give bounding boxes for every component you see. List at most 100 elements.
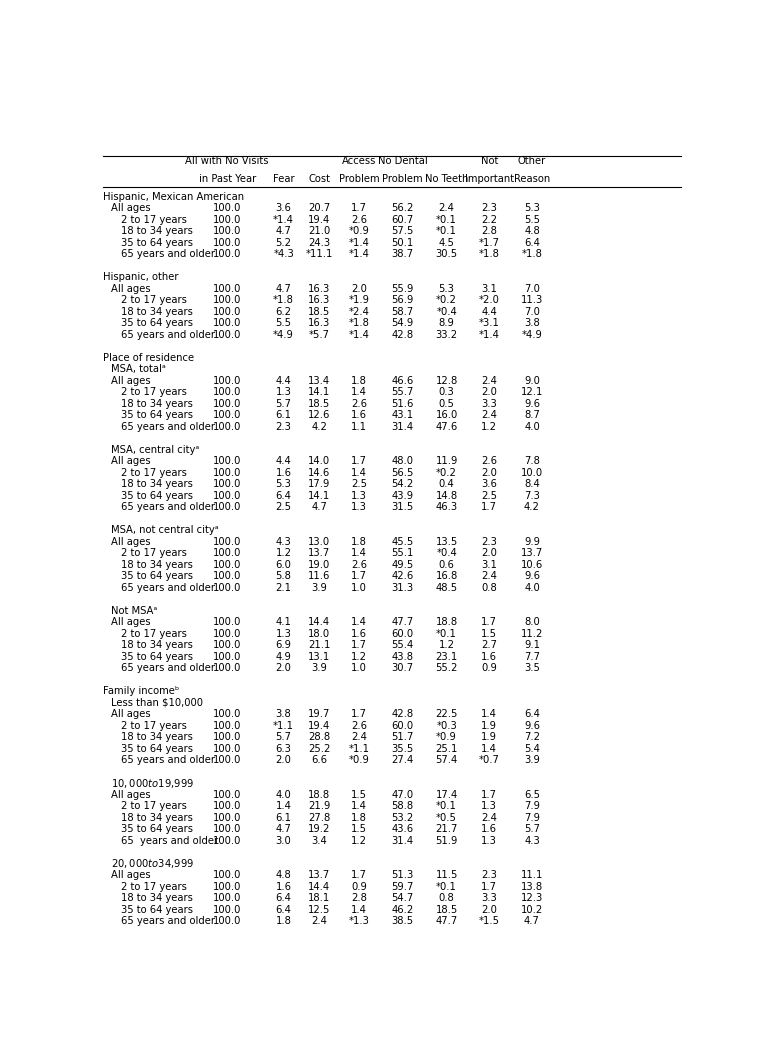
Text: *1.4: *1.4 [479, 330, 500, 340]
Text: 13.7: 13.7 [308, 870, 330, 880]
Text: 2.0: 2.0 [351, 284, 366, 294]
Text: 2 to 17 years: 2 to 17 years [121, 215, 187, 225]
Text: 1.4: 1.4 [351, 468, 366, 478]
Text: *1.8: *1.8 [273, 295, 294, 306]
Text: *1.8: *1.8 [479, 250, 500, 259]
Text: 12.3: 12.3 [521, 894, 543, 903]
Text: 2 to 17 years: 2 to 17 years [121, 468, 187, 478]
Text: 9.6: 9.6 [524, 571, 540, 582]
Text: 4.3: 4.3 [275, 537, 291, 547]
Text: 13.0: 13.0 [308, 537, 330, 547]
Text: 100.0: 100.0 [213, 755, 242, 765]
Text: 7.9: 7.9 [524, 813, 540, 823]
Text: 3.4: 3.4 [311, 836, 327, 845]
Text: 100.0: 100.0 [213, 583, 242, 593]
Text: 12.6: 12.6 [308, 411, 330, 420]
Text: 54.2: 54.2 [392, 480, 414, 489]
Text: 6.4: 6.4 [275, 491, 291, 501]
Text: 46.6: 46.6 [392, 376, 414, 386]
Text: 4.2: 4.2 [524, 502, 540, 512]
Text: 51.3: 51.3 [392, 870, 414, 880]
Text: *1.7: *1.7 [479, 238, 500, 248]
Text: 2.6: 2.6 [351, 399, 367, 408]
Text: 12.1: 12.1 [521, 387, 543, 398]
Text: 47.7: 47.7 [392, 617, 414, 627]
Text: Access: Access [342, 155, 376, 166]
Text: 0.9: 0.9 [481, 664, 497, 673]
Text: Not MSAᵃ: Not MSAᵃ [111, 606, 158, 616]
Text: 13.7: 13.7 [308, 548, 330, 559]
Text: 65  years and older: 65 years and older [121, 836, 218, 845]
Text: 0.5: 0.5 [438, 399, 454, 408]
Text: 42.8: 42.8 [392, 710, 414, 719]
Text: 4.8: 4.8 [275, 870, 291, 880]
Text: 2 to 17 years: 2 to 17 years [121, 629, 187, 638]
Text: 55.7: 55.7 [392, 387, 414, 398]
Text: 18.5: 18.5 [435, 905, 457, 915]
Text: 18 to 34 years: 18 to 34 years [121, 813, 193, 823]
Text: 23.1: 23.1 [435, 652, 457, 662]
Text: 46.2: 46.2 [392, 905, 414, 915]
Text: 0.8: 0.8 [481, 583, 497, 593]
Text: 42.8: 42.8 [392, 330, 414, 340]
Text: 2.3: 2.3 [275, 422, 291, 432]
Text: 11.9: 11.9 [435, 457, 457, 466]
Text: 4.0: 4.0 [275, 790, 291, 800]
Text: 5.7: 5.7 [275, 732, 291, 742]
Text: *0.2: *0.2 [436, 468, 457, 478]
Text: 7.7: 7.7 [524, 652, 540, 662]
Text: 1.5: 1.5 [351, 790, 367, 800]
Text: 100.0: 100.0 [213, 227, 242, 236]
Text: 50.1: 50.1 [392, 238, 414, 248]
Text: 58.8: 58.8 [392, 801, 414, 812]
Text: 56.2: 56.2 [392, 204, 414, 213]
Text: 100.0: 100.0 [213, 376, 242, 386]
Text: 2.6: 2.6 [351, 560, 367, 570]
Text: 100.0: 100.0 [213, 387, 242, 398]
Text: 2.3: 2.3 [481, 537, 497, 547]
Text: 1.1: 1.1 [351, 422, 367, 432]
Text: 31.5: 31.5 [392, 502, 414, 512]
Text: *0.5: *0.5 [436, 813, 457, 823]
Text: 28.8: 28.8 [308, 732, 330, 742]
Text: 100.0: 100.0 [213, 548, 242, 559]
Text: *1.8: *1.8 [348, 318, 369, 329]
Text: *1.4: *1.4 [273, 215, 294, 225]
Text: Fear: Fear [273, 174, 295, 185]
Text: 2.4: 2.4 [481, 571, 497, 582]
Text: 51.7: 51.7 [392, 732, 414, 742]
Text: *0.1: *0.1 [436, 801, 457, 812]
Text: 65 years and older: 65 years and older [121, 422, 215, 432]
Text: 1.6: 1.6 [275, 468, 291, 478]
Text: Family incomeᵇ: Family incomeᵇ [103, 687, 180, 696]
Text: 19.2: 19.2 [308, 824, 330, 835]
Text: 35 to 64 years: 35 to 64 years [121, 571, 193, 582]
Text: 43.9: 43.9 [392, 491, 414, 501]
Text: 13.4: 13.4 [308, 376, 330, 386]
Text: 16.3: 16.3 [308, 295, 330, 306]
Text: 16.3: 16.3 [308, 284, 330, 294]
Text: 35 to 64 years: 35 to 64 years [121, 318, 193, 329]
Text: 3.3: 3.3 [481, 894, 497, 903]
Text: *1.4: *1.4 [348, 330, 369, 340]
Text: $10,000 to $19,999: $10,000 to $19,999 [111, 777, 194, 790]
Text: 4.0: 4.0 [524, 583, 540, 593]
Text: 11.3: 11.3 [521, 295, 543, 306]
Text: 46.3: 46.3 [435, 502, 457, 512]
Text: 1.7: 1.7 [351, 640, 367, 650]
Text: 35 to 64 years: 35 to 64 years [121, 905, 193, 915]
Text: 4.5: 4.5 [438, 238, 454, 248]
Text: 18 to 34 years: 18 to 34 years [121, 227, 193, 236]
Text: 3.8: 3.8 [275, 710, 291, 719]
Text: 14.4: 14.4 [308, 617, 330, 627]
Text: *2.4: *2.4 [348, 307, 369, 317]
Text: *0.4: *0.4 [436, 548, 457, 559]
Text: 8.0: 8.0 [524, 617, 540, 627]
Text: 6.3: 6.3 [275, 743, 291, 754]
Text: 5.4: 5.4 [524, 743, 540, 754]
Text: 13.1: 13.1 [308, 652, 330, 662]
Text: No Teeth: No Teeth [425, 174, 468, 185]
Text: 65 years and older: 65 years and older [121, 250, 215, 259]
Text: 7.0: 7.0 [524, 284, 540, 294]
Text: 6.1: 6.1 [275, 411, 291, 420]
